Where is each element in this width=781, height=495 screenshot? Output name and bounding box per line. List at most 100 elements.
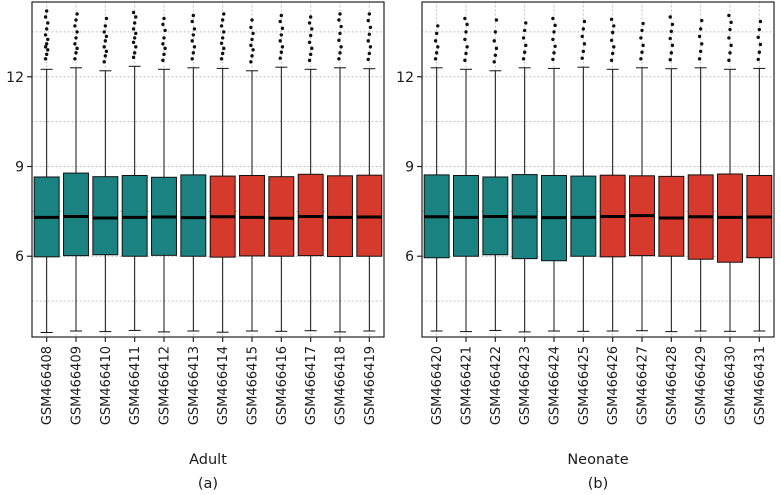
y-tick-label: 9 bbox=[15, 160, 24, 176]
outlier-dot bbox=[757, 27, 762, 32]
outlier-dot bbox=[280, 26, 285, 31]
outlier-dot bbox=[610, 30, 615, 35]
y-tick-label: 12 bbox=[6, 70, 24, 86]
plot-border bbox=[421, 1, 775, 338]
outlier-dot bbox=[250, 18, 254, 22]
x-tick-label: GSM466416 bbox=[275, 346, 290, 425]
outlier-dot bbox=[581, 27, 586, 31]
x-tick-label: GSM466423 bbox=[518, 346, 533, 425]
outlier-dot bbox=[163, 28, 167, 33]
outlier-dot bbox=[251, 48, 255, 52]
outlier-dot bbox=[580, 34, 584, 39]
outlier-dot bbox=[280, 45, 285, 49]
outlier-dot bbox=[74, 18, 78, 22]
outlier-dot bbox=[278, 56, 282, 60]
outlier-dot bbox=[132, 36, 137, 40]
outlier-dot bbox=[640, 28, 644, 33]
outlier-dot bbox=[162, 52, 166, 57]
outlier-dot bbox=[249, 60, 253, 64]
x-axis-title: Adult bbox=[189, 452, 227, 468]
outlier-dot bbox=[553, 44, 557, 48]
box bbox=[180, 174, 207, 257]
outlier-dot bbox=[134, 31, 138, 36]
outlier-dot bbox=[103, 39, 108, 43]
outlier-dot bbox=[551, 16, 555, 21]
outlier-dot bbox=[44, 52, 49, 57]
x-tick-label: GSM466409 bbox=[70, 346, 85, 425]
outlier-dot bbox=[434, 31, 439, 36]
outlier-dot bbox=[102, 30, 106, 34]
outlier-dot bbox=[43, 57, 48, 61]
x-tick-label: GSM466430 bbox=[724, 346, 739, 425]
outlier-dot bbox=[521, 36, 526, 40]
outlier-dot bbox=[757, 50, 762, 54]
outlier-dot bbox=[190, 19, 194, 24]
outlier-dot bbox=[161, 42, 165, 46]
outlier-dot bbox=[434, 51, 439, 55]
outlier-dot bbox=[44, 9, 49, 13]
outlier-dot bbox=[131, 27, 136, 31]
outlier-dot bbox=[192, 45, 197, 49]
outlier-dot bbox=[278, 19, 282, 24]
outlier-dot bbox=[162, 36, 166, 40]
x-tick-label: GSM466413 bbox=[187, 346, 202, 425]
outlier-dot bbox=[132, 21, 137, 25]
x-tick-label: GSM466412 bbox=[158, 346, 173, 425]
x-tick-label: GSM466429 bbox=[694, 346, 709, 425]
x-tick-label: GSM466421 bbox=[460, 346, 475, 425]
outlier-dot bbox=[250, 54, 254, 58]
outlier-dot bbox=[131, 55, 136, 60]
outlier-dot bbox=[366, 18, 370, 23]
x-tick-label: GSM466418 bbox=[334, 346, 349, 425]
x-tick-label: GSM466420 bbox=[430, 346, 445, 425]
outlier-dot bbox=[465, 22, 469, 27]
x-tick-label: GSM466425 bbox=[577, 346, 592, 425]
outlier-dot bbox=[727, 58, 731, 63]
outlier-dot bbox=[463, 37, 467, 42]
outlier-dot bbox=[494, 18, 499, 22]
outlier-dot bbox=[74, 36, 78, 40]
x-tick-label: GSM466410 bbox=[99, 346, 114, 425]
outlier-dot bbox=[698, 27, 703, 31]
outlier-dot bbox=[436, 24, 440, 28]
y-tick-label: 12 bbox=[396, 70, 414, 86]
panel-a-chart: 6 9 12 GSM466408 GSM466409 GSM466410 GSM466411… bbox=[6, 1, 385, 492]
outlier-dot bbox=[551, 37, 555, 42]
outlier-dot bbox=[44, 42, 49, 46]
outlier-dot bbox=[191, 51, 196, 55]
outlier-dot bbox=[46, 37, 50, 42]
outlier-dot bbox=[368, 45, 373, 49]
outlier-dot bbox=[338, 51, 342, 55]
outlier-dot bbox=[75, 12, 79, 16]
outlier-dot bbox=[161, 58, 165, 63]
box bbox=[92, 176, 119, 256]
outlier-dot bbox=[219, 41, 224, 45]
outlier-dot bbox=[610, 51, 615, 56]
outlier-dot bbox=[131, 10, 136, 15]
outlier-dot bbox=[728, 51, 732, 55]
outlier-dot bbox=[339, 45, 343, 49]
x-tick-label: GSM466408 bbox=[40, 346, 55, 425]
outlier-dot bbox=[251, 31, 255, 36]
panel-label: (a) bbox=[198, 476, 218, 492]
outlier-dot bbox=[552, 51, 556, 55]
plot-border bbox=[31, 1, 385, 338]
outlier-dot bbox=[580, 56, 584, 60]
outlier-dot bbox=[134, 15, 138, 19]
outlier-dot bbox=[131, 40, 136, 45]
outlier-dot bbox=[366, 57, 370, 62]
outlier-dot bbox=[552, 30, 556, 34]
box bbox=[658, 175, 685, 257]
outlier-dot bbox=[582, 19, 587, 24]
outlier-dot bbox=[190, 57, 194, 61]
outlier-dot bbox=[134, 45, 138, 49]
outlier-dot bbox=[249, 43, 253, 48]
outlier-dot bbox=[220, 36, 225, 40]
outlier-dot bbox=[668, 58, 672, 62]
outlier-dot bbox=[524, 43, 528, 48]
outlier-dot bbox=[279, 33, 284, 37]
box bbox=[239, 174, 265, 257]
outlier-dot bbox=[73, 24, 77, 28]
outlier-dot bbox=[639, 57, 643, 61]
outlier-dot bbox=[492, 60, 496, 64]
